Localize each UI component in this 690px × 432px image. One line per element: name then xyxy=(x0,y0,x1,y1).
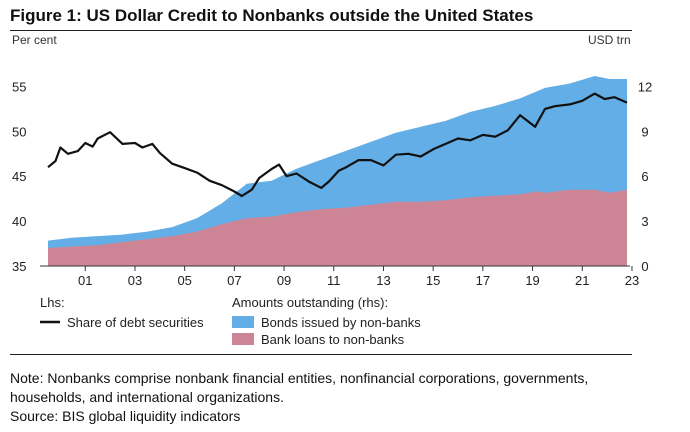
x-tick-label: 21 xyxy=(575,273,589,288)
note-line-2: households, and international organizati… xyxy=(10,389,284,405)
x-tick-label: 05 xyxy=(177,273,191,288)
legend-bonds-label: Bonds issued by non-banks xyxy=(261,315,421,330)
legend-rhs-header: Amounts outstanding (rhs): xyxy=(232,295,388,310)
x-tick-label: 03 xyxy=(128,273,142,288)
left-tick-label: 55 xyxy=(12,79,26,94)
right-tick-label: 3 xyxy=(641,214,648,229)
loans-area xyxy=(48,189,627,266)
left-tick-label: 45 xyxy=(12,169,26,184)
right-axis-unit: USD trn xyxy=(588,33,631,47)
x-tick-label: 09 xyxy=(277,273,291,288)
source-line: Source: BIS global liquidity indicators xyxy=(10,408,241,424)
figure-title: Figure 1: US Dollar Credit to Nonbanks o… xyxy=(10,6,534,25)
bottom-rule xyxy=(10,354,632,355)
left-tick-label: 50 xyxy=(12,124,26,139)
x-tick-label: 17 xyxy=(476,273,490,288)
x-tick-label: 19 xyxy=(525,273,539,288)
x-tick-label: 23 xyxy=(625,273,639,288)
left-tick-label: 40 xyxy=(12,214,26,229)
note: Note: Nonbanks comprise nonbank financia… xyxy=(10,369,670,426)
right-tick-label: 0 xyxy=(641,259,648,274)
x-tick-label: 11 xyxy=(327,273,341,288)
left-tick-label: 35 xyxy=(12,259,26,274)
x-tick-label: 15 xyxy=(426,273,440,288)
legend-loans-label: Bank loans to non-banks xyxy=(261,332,405,347)
x-tick-label: 01 xyxy=(78,273,92,288)
legend-loans-swatch xyxy=(232,333,254,345)
right-tick-label: 6 xyxy=(641,169,648,184)
left-axis-unit: Per cent xyxy=(12,33,57,47)
x-tick-label: 13 xyxy=(376,273,390,288)
plot-area xyxy=(47,76,628,266)
legend-lhs-header: Lhs: xyxy=(40,295,65,310)
x-tick-label: 07 xyxy=(227,273,241,288)
legend: Lhs: Share of debt securities Amounts ou… xyxy=(40,295,421,347)
share-line xyxy=(47,92,628,198)
legend-share-label: Share of debt securities xyxy=(67,315,204,330)
legend-bonds-swatch xyxy=(232,316,254,328)
note-line-1: Note: Nonbanks comprise nonbank financia… xyxy=(10,370,589,386)
title-rule xyxy=(10,30,632,31)
right-tick-label: 12 xyxy=(638,79,652,94)
right-tick-label: 9 xyxy=(641,124,648,139)
